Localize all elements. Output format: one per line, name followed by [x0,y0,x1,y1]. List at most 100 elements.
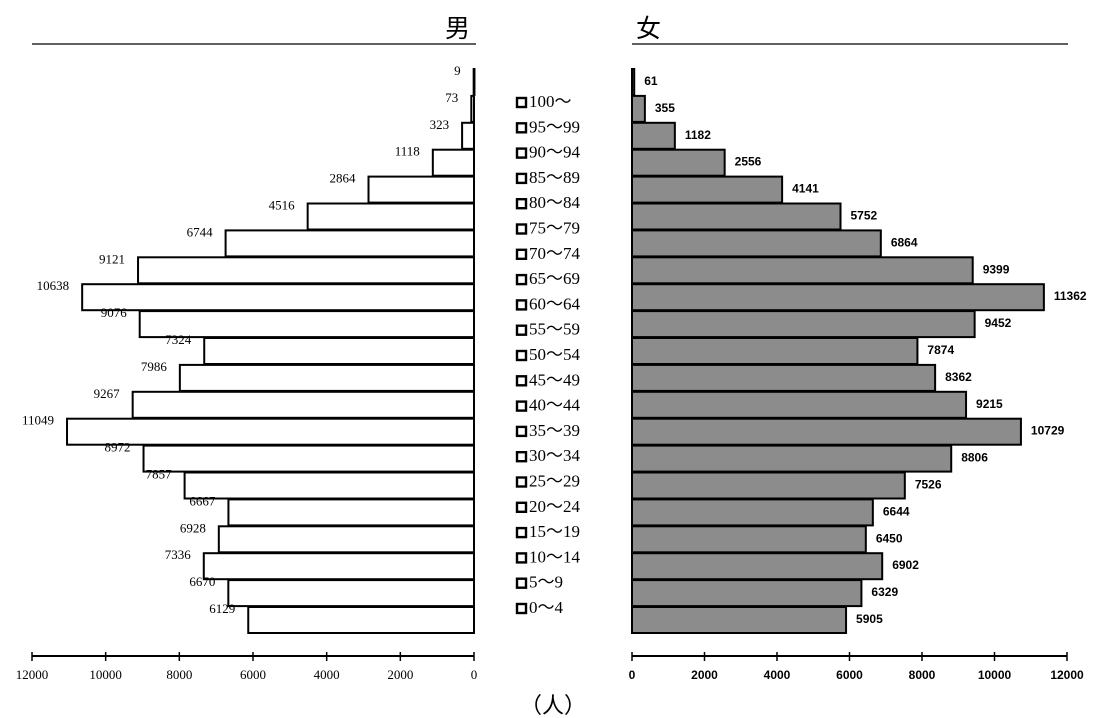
male-value-label: 73 [445,90,458,105]
male-bar [461,121,476,150]
female-bar [631,444,953,473]
female-bar [631,606,848,634]
male-bar [138,310,476,339]
female-value-label: 6902 [892,558,919,572]
female-value-label: 5752 [851,209,878,223]
legend-marker [515,172,528,185]
male-tick-label: 2000 [387,667,413,682]
female-tick-label: 0 [629,668,636,682]
male-bar [81,283,476,312]
legend-marker [515,451,528,463]
legend-label: 75～79 [529,219,580,238]
male-value-label: 9121 [99,251,125,266]
male-series-title: 男 [445,16,470,43]
female-tick-label: 12000 [1050,668,1084,682]
male-value-label: 2864 [330,171,357,186]
male-bar [217,525,475,554]
legend-marker [515,223,528,235]
female-value-label: 7874 [927,343,954,357]
female-value-label: 8362 [945,370,972,384]
female-value-labels: 61 355 1182 2556 4141 5752 6864 9399 11362 9452 78… [644,74,1087,626]
male-tick-label: 12000 [16,667,49,682]
unit-label: （人） [520,693,586,718]
legend-label: 5～9 [529,573,563,592]
legend-marker [515,602,528,615]
legend-marker [515,400,528,412]
age-group-legend: 100～ 95～99 90～94 85～89 80～84 75～79 70～74 65～69 6… [515,92,580,617]
male-value-label: 7336 [165,547,192,562]
male-value-label: 7324 [165,332,192,347]
male-tick-label: 4000 [314,667,340,682]
female-value-label: 6329 [871,585,898,599]
male-bar [202,552,475,581]
female-value-label: 9399 [983,262,1010,276]
female-bar [631,121,676,150]
legend-marker [515,375,528,387]
legend-marker [515,526,528,539]
female-bar [631,175,784,204]
legend-marker [515,577,528,589]
male-axis-ticks: 0 2000 4000 6000 8000 10000 12000 [16,652,478,682]
legend-label: 15～19 [529,522,580,541]
male-tick-label: 6000 [240,667,266,682]
legend-marker [515,273,528,286]
female-bar [631,417,1022,446]
male-tick-label: 10000 [89,667,122,682]
legend-label: 70～74 [529,244,580,263]
female-bar [631,283,1045,312]
male-value-label: 6667 [189,493,216,508]
legend-label: 20～24 [529,497,580,516]
legend-label: 95～99 [529,117,580,136]
female-value-label: 7526 [915,478,942,492]
female-value-label: 4141 [792,182,819,196]
male-value-label: 6129 [209,601,235,616]
male-value-label: 10638 [37,278,70,293]
female-tick-label: 6000 [836,668,863,682]
legend-label: 55～59 [529,320,580,339]
female-tick-label: 8000 [909,668,936,682]
legend-label: 25～29 [529,472,580,491]
legend-marker [515,552,528,564]
male-value-label: 6670 [189,574,215,589]
legend-marker [515,425,528,438]
legend-marker [515,197,528,210]
female-bar [631,256,974,285]
legend-label: 90～94 [529,143,580,162]
legend-label: 0～4 [529,598,563,617]
female-value-label: 6864 [891,235,918,249]
female-axis-ticks: 0 2000 4000 6000 8000 10000 12000 [629,652,1084,682]
male-tick-label: 0 [471,667,478,682]
female-bar [631,94,646,123]
male-value-label: 4516 [269,198,296,213]
legend-label: 50～54 [529,345,580,364]
female-bar [631,498,874,527]
legend-label: 35～39 [529,421,580,440]
female-bar [631,525,867,554]
male-value-label: 6744 [187,224,214,239]
male-value-label: 9076 [101,305,128,320]
legend-label: 80～84 [529,193,580,212]
female-tick-label: 2000 [691,668,718,682]
legend-label: 30～34 [529,446,580,465]
female-value-label: 5905 [856,612,883,626]
male-bar [142,444,475,473]
legend-marker [515,476,528,488]
female-value-label: 6450 [876,531,903,545]
legend-marker [515,501,528,513]
legend-label: 40～44 [529,396,580,415]
male-bar [203,337,475,365]
female-value-label: 10729 [1031,424,1065,438]
male-bar [247,606,475,634]
female-bar [631,390,968,419]
female-bar [631,337,919,365]
female-bar [631,579,863,608]
male-bars [66,68,476,634]
male-value-label: 1118 [395,144,420,159]
male-bar [227,579,475,608]
male-bar [306,202,476,231]
male-bar [137,256,476,285]
male-bar [367,175,476,204]
male-value-label: 11049 [22,413,54,428]
male-bar [224,229,475,258]
